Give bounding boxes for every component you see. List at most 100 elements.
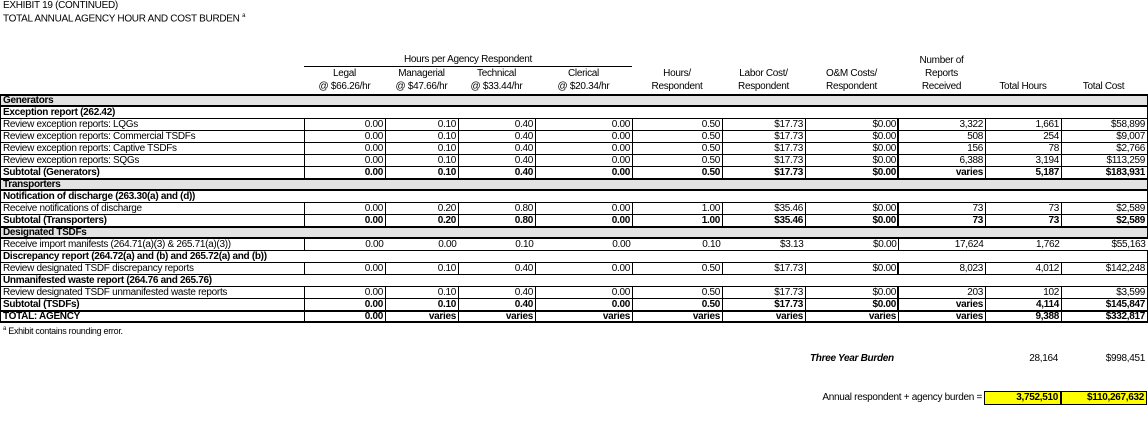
cell-value: 0.40 (458, 298, 536, 311)
cell-value: 0.80 (458, 214, 536, 227)
cell-value: 0.20 (385, 214, 459, 227)
cell-value: 1.00 (632, 202, 723, 215)
table-row: Review exception reports: SQGs 0.00 0.10 0.… (0, 154, 1148, 167)
cell-value: $0.00 (805, 142, 899, 155)
cell-value: 0.00 (535, 142, 633, 155)
row-label: Review designated TSDF unmanifested wast… (0, 286, 305, 299)
cell-value: 73 (985, 202, 1062, 215)
cell-value: $2,589 (1060, 214, 1148, 227)
column-header-10-l2: Total Cost (1082, 81, 1125, 92)
cell-value: 73 (898, 202, 986, 215)
row-label: Subtotal (Generators) (0, 166, 305, 179)
table-row: Review designated TSDF unmanifested wast… (0, 286, 1148, 299)
cell-value: 0.10 (458, 238, 536, 251)
column-header-8-l0: Number of (919, 55, 964, 66)
column-header-8-l1: Reports (925, 68, 958, 79)
cell-value: 0.00 (535, 202, 633, 215)
column-header-3-l2: @ $33.44/hr (470, 81, 523, 92)
table-row: Review exception reports: LQGs 0.00 0.10 0.… (0, 118, 1148, 131)
exhibit-number: EXHIBIT 19 (CONTINUED) (3, 0, 118, 11)
column-header-4-l1: Clerical (568, 68, 599, 79)
column-header-5-l1: Hours/ (663, 68, 691, 79)
cell-value: $35.46 (722, 214, 806, 227)
cell-value: 6,388 (898, 154, 986, 167)
three-year-burden-line: Three Year Burden 28,164 $998,451 (0, 353, 1148, 365)
cell-value: $145,847 (1060, 298, 1148, 311)
row-label: Review exception reports: LQGs (0, 118, 305, 131)
cell-value: 0.10 (385, 298, 459, 311)
table-row: Review designated TSDF discrepancy repor… (0, 262, 1148, 275)
cell-value: $17.73 (722, 166, 806, 179)
cell-value: 102 (985, 286, 1062, 299)
cell-value: $17.73 (722, 118, 806, 131)
cell-value: 9,388 (985, 310, 1062, 323)
cell-value: 0.10 (385, 154, 459, 167)
cell-value: 17,624 (898, 238, 986, 251)
column-header-5-l2: Respondent (651, 81, 703, 92)
cell-value: $0.00 (805, 298, 899, 311)
cell-value: 0.00 (535, 118, 633, 131)
cell-value: 0.40 (458, 130, 536, 143)
cell-value: 3,322 (898, 118, 986, 131)
cell-value: $0.00 (805, 286, 899, 299)
cell-value: 254 (985, 130, 1062, 143)
cell-value: 0.00 (304, 298, 386, 311)
burden-table: Generators Exception report (262.42) Revie… (0, 94, 1148, 323)
cell-value: 0.40 (458, 118, 536, 131)
row-label: Generators (0, 94, 1148, 107)
cell-value: $17.73 (722, 298, 806, 311)
row-label: Subtotal (TSDFs) (0, 298, 305, 311)
row-label: Review exception reports: SQGs (0, 154, 305, 167)
cell-value: 78 (985, 142, 1062, 155)
row-label: Receive notifications of discharge (0, 202, 305, 215)
three-year-hours: 28,164 (1029, 353, 1058, 364)
cell-value: 0.50 (632, 286, 723, 299)
column-header-9-l2: Total Hours (999, 81, 1047, 92)
cell-value: 0.00 (535, 298, 633, 311)
row-label: TOTAL: AGENCY (0, 310, 305, 323)
row-label: Receive import manifests (264.71(a)(3) &… (0, 238, 305, 251)
cell-value: 0.00 (304, 238, 386, 251)
cell-value: 0.00 (304, 166, 386, 179)
cell-value: varies (898, 298, 986, 311)
cell-value: $3.13 (722, 238, 806, 251)
cell-value: $17.73 (722, 286, 806, 299)
column-header-8-l2: Received (921, 81, 962, 92)
cell-value: 0.40 (458, 286, 536, 299)
cell-value: 0.00 (304, 130, 386, 143)
cell-value: 73 (985, 214, 1062, 227)
cell-value: 4,012 (985, 262, 1062, 275)
subtotal-row: Subtotal (Generators) 0.00 0.10 0.40 0.00 0.5… (0, 166, 1148, 179)
cell-value: 0.00 (535, 286, 633, 299)
cell-value: 0.10 (385, 118, 459, 131)
cell-value: 73 (898, 214, 986, 227)
cell-value: varies (458, 310, 536, 323)
cell-value: 0.00 (535, 262, 633, 275)
table-row: Review exception reports: Commercial TSD… (0, 130, 1148, 143)
cell-value: 0.00 (304, 154, 386, 167)
subsection-row: Notification of discharge (263.30(a) and… (0, 190, 1148, 203)
column-header-2-l1: Managerial (398, 68, 445, 79)
cell-value: 508 (898, 130, 986, 143)
cell-value: 0.00 (304, 142, 386, 155)
cell-value: 0.50 (632, 142, 723, 155)
total-row: TOTAL: AGENCY 0.00 varies varies varies varie… (0, 310, 1148, 323)
cell-value: 0.20 (385, 202, 459, 215)
column-header-4-l2: @ $20.34/hr (557, 81, 610, 92)
column-header-6-l2: Respondent (738, 81, 789, 92)
subsection-row: Unmanifested waste report (264.76 and 26… (0, 274, 1148, 287)
cell-value: $17.73 (722, 262, 806, 275)
cell-value: 203 (898, 286, 986, 299)
cell-value: varies (632, 310, 723, 323)
cell-value: $0.00 (805, 130, 899, 143)
row-label: Review exception reports: Captive TSDFs (0, 142, 305, 155)
column-header-6-l1: Labor Cost/ (739, 68, 788, 79)
cell-value: 0.40 (458, 262, 536, 275)
cell-value: 0.10 (385, 142, 459, 155)
cell-value: $17.73 (722, 154, 806, 167)
three-year-label: Three Year Burden (810, 353, 894, 364)
cell-value: 0.00 (535, 154, 633, 167)
cell-value: $0.00 (805, 118, 899, 131)
exhibit-title-text: TOTAL ANNUAL AGENCY HOUR AND COST BURDEN (3, 13, 240, 25)
cell-value: $3,599 (1060, 286, 1148, 299)
